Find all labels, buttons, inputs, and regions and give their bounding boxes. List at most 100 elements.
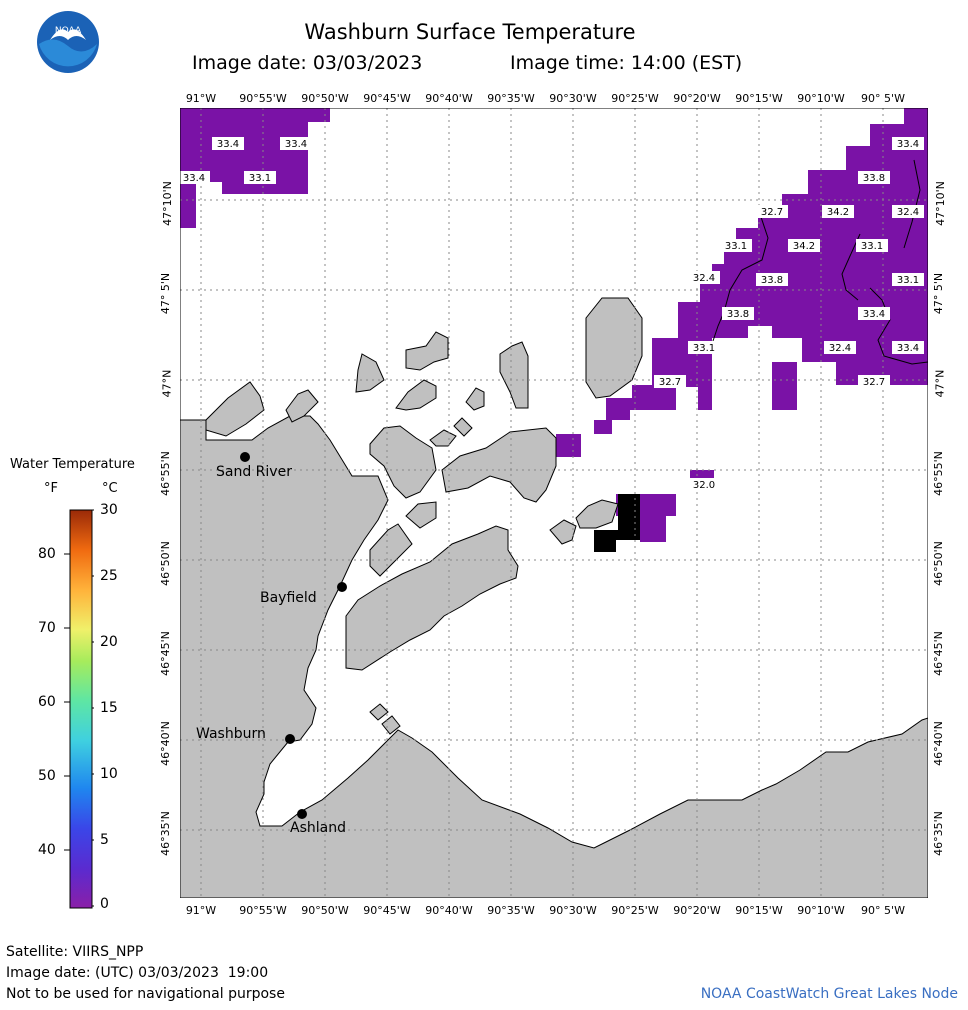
lat-tick: 46°50'N (158, 541, 172, 586)
map-canvas[interactable]: 33.4 33.4 33.4 33.1 33.4 33.8 32.7 34.2 … (180, 108, 928, 898)
legend-f-tick: 50 (38, 768, 56, 784)
temp-label: 33.1 (720, 239, 752, 252)
graticule (180, 108, 928, 898)
city-label-washburn: Washburn (196, 726, 266, 742)
temp-label: 33.4 (280, 137, 312, 150)
legend-c-tick: 10 (100, 766, 118, 782)
legend-f-tick: 40 (38, 842, 56, 858)
legend-c-tick: 5 (100, 832, 109, 848)
svg-text:33.4: 33.4 (285, 139, 307, 150)
city-label-ashland: Ashland (290, 820, 346, 836)
credit-link[interactable]: NOAA CoastWatch Great Lakes Node (700, 986, 958, 1002)
lat-tick: 47°10'N (933, 181, 947, 226)
svg-text:32.7: 32.7 (761, 207, 783, 218)
no-data (594, 494, 640, 552)
lat-tick: 47° 5'N (159, 272, 173, 315)
lon-tick: 90°45'W (363, 904, 411, 917)
lon-tick: 90° 5'W (861, 904, 905, 917)
svg-text:33.8: 33.8 (863, 173, 885, 184)
lon-tick: 91°W (185, 904, 217, 917)
lat-tick: 46°40'N (158, 721, 172, 766)
temp-label: 33.8 (756, 273, 788, 286)
city-marker-bayfield (337, 582, 347, 592)
temp-label: 33.1 (892, 273, 924, 286)
temp-label: 33.4 (892, 137, 924, 150)
lon-tick: 90° 5'W (861, 92, 905, 105)
temperature-labels: 33.4 33.4 33.4 33.1 33.4 33.8 32.7 34.2 … (180, 137, 924, 491)
legend-c-tick: 15 (100, 700, 118, 716)
city-marker-ashland (297, 809, 307, 819)
lon-tick: 90°50'W (301, 92, 349, 105)
image-time: Image time: 14:00 (EST) (510, 52, 743, 74)
svg-text:33.4: 33.4 (217, 139, 239, 150)
svg-text:33.1: 33.1 (693, 343, 715, 354)
lat-tick: 46°55'N (158, 451, 172, 496)
lon-tick: 90°55'W (239, 92, 287, 105)
temp-label: 32.7 (654, 375, 686, 388)
svg-text:33.4: 33.4 (183, 173, 205, 184)
svg-text:33.4: 33.4 (897, 139, 919, 150)
disclaimer: Not to be used for navigational purpose (6, 986, 285, 1002)
lon-tick: 91°W (185, 92, 217, 105)
svg-text:33.1: 33.1 (725, 241, 747, 252)
city-marker-sand-river (240, 452, 250, 462)
lon-tick: 90°55'W (239, 904, 287, 917)
legend-f-tick: 80 (38, 546, 56, 562)
legend-c-tick: 30 (100, 502, 118, 518)
svg-text:33.1: 33.1 (897, 275, 919, 286)
legend-title: Water Temperature (10, 457, 135, 472)
temp-label: 34.2 (788, 239, 820, 252)
lat-tick: 47°10'N (160, 181, 174, 226)
lat-tick: 46°40'N (931, 721, 945, 766)
lat-tick: 47° 5'N (932, 272, 946, 315)
temp-label: 33.4 (858, 307, 890, 320)
lon-tick: 90°50'W (301, 904, 349, 917)
lat-tick: 46°35'N (931, 811, 945, 856)
lat-tick: 46°45'N (931, 631, 945, 676)
svg-text:32.7: 32.7 (863, 377, 885, 388)
lon-tick: 90°25'W (611, 92, 659, 105)
svg-text:33.1: 33.1 (249, 173, 271, 184)
svg-text:33.8: 33.8 (761, 275, 783, 286)
temp-label: 33.8 (858, 171, 890, 184)
lon-tick: 90°30'W (549, 92, 597, 105)
lon-tick: 90°15'W (735, 92, 783, 105)
lon-tick: 90°35'W (487, 92, 535, 105)
lon-tick: 90°45'W (363, 92, 411, 105)
temp-label: 33.4 (212, 137, 244, 150)
temp-label: 33.1 (688, 341, 720, 354)
image-date: Image date: 03/03/2023 (192, 52, 423, 74)
temp-label: 32.0 (688, 478, 720, 491)
lat-tick: 47°N (160, 369, 174, 398)
svg-text:33.1: 33.1 (861, 241, 883, 252)
temp-label: 32.7 (858, 375, 890, 388)
lat-tick: 46°55'N (931, 451, 945, 496)
temp-label: 33.1 (856, 239, 888, 252)
svg-text:NOAA: NOAA (55, 26, 82, 36)
legend-c-tick: 25 (100, 568, 118, 584)
svg-text:33.4: 33.4 (897, 343, 919, 354)
svg-text:32.0: 32.0 (693, 480, 715, 491)
lon-tick: 90°20'W (673, 904, 721, 917)
lon-tick: 90°10'W (797, 904, 845, 917)
temp-label: 32.4 (892, 205, 924, 218)
lat-tick: 46°45'N (158, 631, 172, 676)
lon-tick: 90°10'W (797, 92, 845, 105)
city-label-sand-river: Sand River (216, 464, 292, 480)
city-markers (240, 452, 347, 819)
legend-unit-f: °F (44, 481, 58, 496)
lat-tick: 47°N (933, 369, 947, 398)
temp-label: 33.4 (180, 171, 210, 184)
svg-text:32.7: 32.7 (659, 377, 681, 388)
legend-colorbar (64, 509, 94, 909)
svg-text:32.4: 32.4 (897, 207, 919, 218)
legend-f-tick: 60 (38, 694, 56, 710)
city-label-bayfield: Bayfield (260, 590, 317, 606)
temp-label: 33.4 (892, 341, 924, 354)
temp-label: 32.4 (688, 271, 720, 284)
noaa-logo: NOAA (37, 11, 99, 73)
legend-c-tick: 20 (100, 634, 118, 650)
svg-text:34.2: 34.2 (827, 207, 849, 218)
temp-label: 32.7 (756, 205, 788, 218)
temp-label: 34.2 (822, 205, 854, 218)
